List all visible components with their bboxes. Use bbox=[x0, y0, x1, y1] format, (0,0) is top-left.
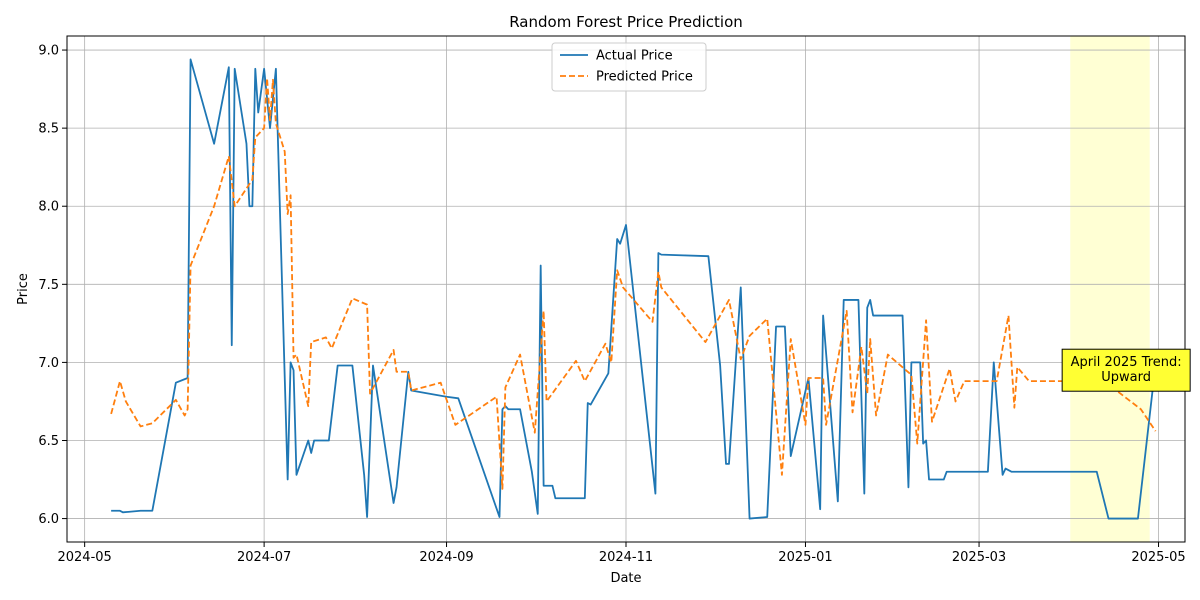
highlight-span-layer bbox=[1070, 36, 1150, 542]
x-tick-label: 2025-03 bbox=[952, 550, 1006, 565]
x-tick-label: 2024-11 bbox=[599, 550, 653, 565]
x-tick-label: 2024-09 bbox=[419, 550, 473, 565]
actual-price-line bbox=[111, 58, 1157, 520]
annotation-text: Upward bbox=[1101, 370, 1151, 385]
x-tick-label: 2025-05 bbox=[1131, 550, 1185, 565]
x-tick-label: 2024-05 bbox=[57, 550, 111, 565]
y-tick-label: 8.0 bbox=[38, 200, 59, 215]
x-tick-label: 2025-01 bbox=[778, 550, 832, 565]
y-tick-label: 7.5 bbox=[38, 278, 59, 293]
y-tick-label: 6.5 bbox=[38, 434, 59, 449]
legend-box bbox=[551, 42, 707, 92]
tick-layer: 2024-05 2024-07 2024-09 2024-11 2025-01 2025-… bbox=[38, 44, 1185, 565]
legend-label: Actual Price bbox=[596, 49, 673, 64]
y-axis-title: Price bbox=[16, 273, 31, 305]
series-layer bbox=[110, 58, 1157, 520]
x-tick-label: 2024-07 bbox=[237, 550, 291, 565]
x-axis-title: Date bbox=[610, 571, 641, 586]
y-tick-label: 6.0 bbox=[38, 512, 59, 527]
y-tick-label: 9.0 bbox=[38, 44, 59, 59]
y-tick-label: 8.5 bbox=[38, 122, 59, 137]
chart-title: Random Forest Price Prediction bbox=[509, 13, 743, 31]
legend-label: Predicted Price bbox=[596, 70, 693, 85]
highlight-span bbox=[1070, 36, 1150, 542]
annotation-box bbox=[1061, 348, 1191, 392]
trend-annotation: April 2025 Trend:Upward bbox=[1061, 348, 1191, 392]
annotation-text: April 2025 Trend: bbox=[1071, 355, 1182, 370]
legend: Actual Price Predicted Price bbox=[551, 42, 707, 92]
predicted-price-line bbox=[110, 77, 1157, 490]
y-tick-label: 7.0 bbox=[38, 356, 59, 371]
